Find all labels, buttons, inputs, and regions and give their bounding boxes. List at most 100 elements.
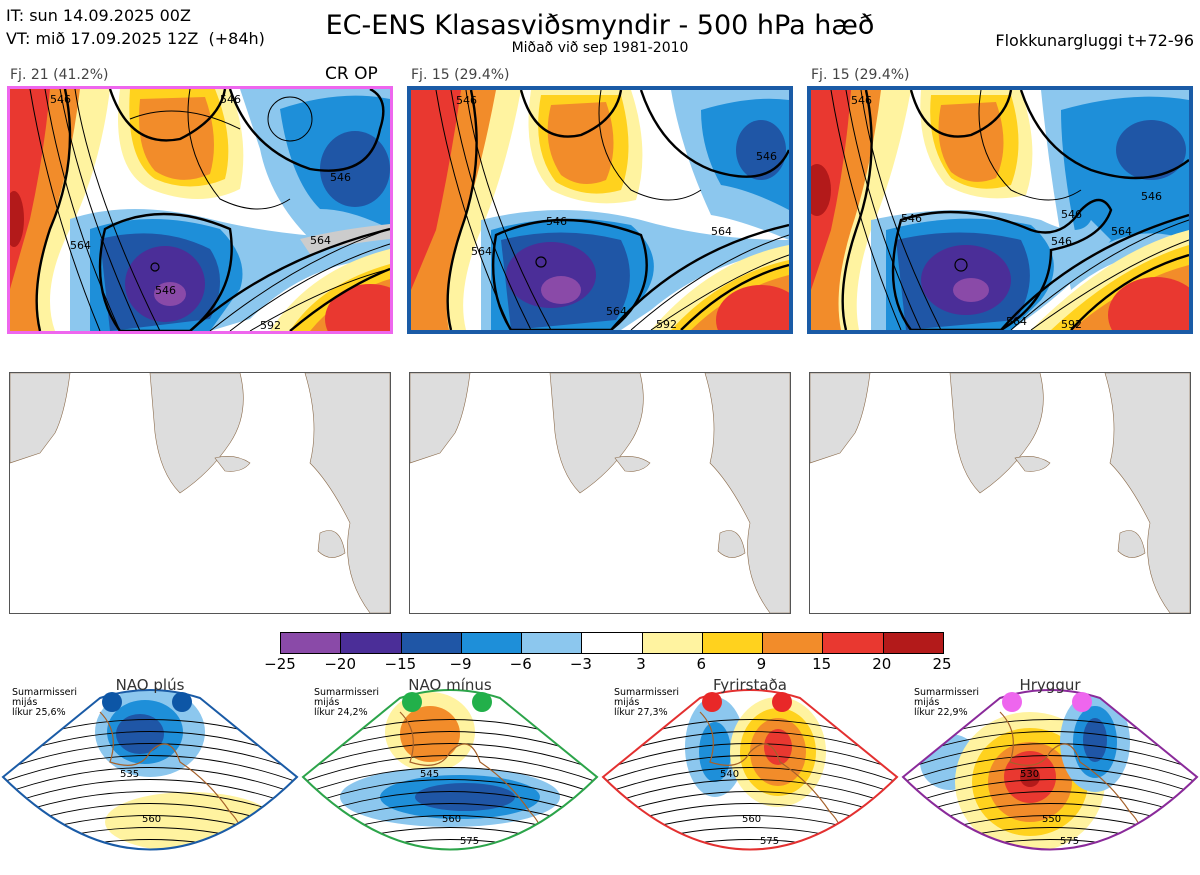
regime-note-line: Sumarmisseri bbox=[314, 687, 380, 698]
regime-contour-label: 560 bbox=[142, 814, 161, 825]
regime-note: Sumarmisseri mijás líkur 27,3% bbox=[614, 688, 679, 718]
colorbar-swatch bbox=[762, 633, 823, 653]
colorbar-tick-label: 20 bbox=[872, 655, 892, 673]
regime-name: NAO mínus bbox=[408, 676, 492, 694]
regime-contour-label: 575 bbox=[1060, 836, 1079, 847]
cluster-3-contour-label: 546 bbox=[1141, 190, 1162, 203]
regime-note-line: Sumarmisseri bbox=[614, 687, 680, 698]
regime-fan-map: 530 550 575 bbox=[901, 689, 1199, 851]
cluster-3-contour-label: 592 bbox=[1061, 318, 1082, 330]
colorbar-swatch bbox=[641, 633, 702, 653]
regime-contour-label: 560 bbox=[742, 814, 761, 825]
regime-contour-label: 535 bbox=[120, 769, 139, 780]
regime-note: Sumarmisseri mijás líkur 25,6% bbox=[12, 688, 77, 718]
regime-note-line: mijás bbox=[314, 697, 340, 708]
regime-note-line: líkur 24,2% bbox=[314, 707, 368, 718]
cluster-3-contour-label: 546 bbox=[1051, 235, 1072, 248]
cluster-1-contour-label: 546 bbox=[220, 93, 241, 106]
colorbar-tick-label: −20 bbox=[324, 655, 356, 673]
colorbar-swatch bbox=[281, 633, 341, 653]
cluster-2-contour-label: 592 bbox=[656, 318, 677, 330]
cluster-1-extra: CR OP bbox=[325, 64, 378, 84]
regime-fan-map: 535 560 bbox=[1, 689, 299, 851]
colorbar-swatch bbox=[340, 633, 401, 653]
colorbar-tick-label: 15 bbox=[812, 655, 832, 673]
cluster-2-contour-label: 546 bbox=[756, 150, 777, 163]
regime-fan-map: 545 560 575 bbox=[301, 689, 599, 851]
regime-note-line: mijás bbox=[12, 697, 38, 708]
regime-contour-label: 540 bbox=[720, 769, 739, 780]
cluster-map-2-graphic: 546 546 546 564 564 564 592 bbox=[411, 90, 789, 330]
colorbar-tick-label: −9 bbox=[449, 655, 472, 673]
cluster-3-contour-label: 546 bbox=[1061, 208, 1082, 221]
colorbar-tick-label: −15 bbox=[384, 655, 417, 673]
regime-dot-icon bbox=[1072, 692, 1092, 712]
colorbar bbox=[280, 632, 944, 654]
member-map-1[interactable] bbox=[9, 372, 391, 614]
regime-panel[interactable]: 540 560 575 Fyrirstaða Sumarmisseri mijás líku… bbox=[600, 672, 900, 871]
cluster-3-contour-label: 546 bbox=[901, 212, 922, 225]
colorbar-swatch bbox=[460, 633, 522, 653]
cluster-2-contour-label: 546 bbox=[456, 94, 477, 107]
cluster-2-contour-label: 546 bbox=[546, 215, 567, 228]
colorbar-swatch bbox=[822, 633, 883, 653]
header-dates: IT: sun 14.09.2025 00Z VT: mið 17.09.2025… bbox=[6, 4, 265, 50]
cluster-3-contour-label: 564 bbox=[1111, 225, 1132, 238]
land-outline-3 bbox=[810, 373, 1190, 613]
cluster-map-2[interactable]: 546 546 546 564 564 564 592 bbox=[407, 86, 793, 334]
regime-note-line: mijás bbox=[914, 697, 940, 708]
land-outline-2 bbox=[410, 373, 790, 613]
regime-note-line: líkur 22,9% bbox=[914, 707, 968, 718]
page-title: EC-ENS Klasasviðsmyndir - 500 hPa hæð bbox=[325, 10, 875, 41]
colorbar-tick-label: 25 bbox=[932, 655, 952, 673]
regime-dot-icon bbox=[1002, 692, 1022, 712]
colorbar-swatch bbox=[521, 633, 582, 653]
cluster-map-1[interactable]: 546 546 546 564 546 564 592 bbox=[7, 86, 393, 334]
regime-fan-map: 540 560 575 bbox=[601, 689, 899, 851]
cluster-1-contour-label: 564 bbox=[70, 239, 91, 252]
regime-panel[interactable]: 535 560 NAO plús Sumarmisseri mijás líkur 25,… bbox=[0, 672, 300, 871]
cluster-3-contour-label: 546 bbox=[851, 94, 872, 107]
regime-contour-label: 575 bbox=[460, 836, 479, 847]
page-subtitle: Miðað við sep 1981-2010 bbox=[511, 40, 689, 56]
colorbar-tick-label: −6 bbox=[509, 655, 532, 673]
regime-panel[interactable]: 530 550 575 Hryggur Sumarmisseri mijás líkur 2… bbox=[900, 672, 1200, 871]
cluster-1-contour-label: 564 bbox=[310, 234, 331, 247]
regime-name: Hryggur bbox=[1019, 676, 1081, 694]
regime-note: Sumarmisseri mijás líkur 22,9% bbox=[914, 688, 979, 718]
regime-contour-label: 545 bbox=[420, 769, 439, 780]
colorbar-swatch bbox=[400, 633, 461, 653]
member-map-2[interactable] bbox=[409, 372, 791, 614]
regime-dot-icon bbox=[772, 692, 792, 712]
regime-dot-icon bbox=[172, 692, 192, 712]
colorbar-tick-label: 9 bbox=[756, 655, 767, 673]
regime-contour-label: 530 bbox=[1020, 769, 1039, 780]
colorbar-swatch bbox=[701, 633, 763, 653]
colorbar-tick-label: 3 bbox=[636, 655, 646, 673]
regime-note: Sumarmisseri mijás líkur 24,2% bbox=[314, 688, 379, 718]
member-map-3[interactable] bbox=[809, 372, 1191, 614]
classification-window: Flokkunargluggi t+72-96 bbox=[995, 31, 1194, 50]
regime-dot-icon bbox=[702, 692, 722, 712]
regime-note-line: mijás bbox=[614, 697, 640, 708]
colorbar-swatch bbox=[882, 633, 943, 653]
regime-dot-icon bbox=[402, 692, 422, 712]
cluster-2-label: Fj. 15 (29.4%) bbox=[411, 67, 510, 83]
cluster-1-contour-label: 546 bbox=[50, 93, 71, 106]
cluster-1-contour-label: 546 bbox=[155, 284, 176, 297]
regime-note-line: líkur 25,6% bbox=[12, 707, 66, 718]
cluster-map-3[interactable]: 546 546 546 546 546 564 564 592 bbox=[807, 86, 1193, 334]
regime-contour-label: 560 bbox=[442, 814, 461, 825]
initial-time: IT: sun 14.09.2025 00Z bbox=[6, 6, 191, 25]
valid-time: VT: mið 17.09.2025 12Z (+84h) bbox=[6, 29, 265, 48]
cluster-map-3-graphic: 546 546 546 546 546 564 564 592 bbox=[811, 90, 1189, 330]
cluster-1-contour-label: 546 bbox=[330, 171, 351, 184]
regime-name: NAO plús bbox=[115, 676, 185, 694]
regime-dot-icon bbox=[102, 692, 122, 712]
cluster-3-label: Fj. 15 (29.4%) bbox=[811, 67, 910, 83]
cluster-2-contour-label: 564 bbox=[471, 245, 492, 258]
regime-contour-label: 550 bbox=[1042, 814, 1061, 825]
regime-panel[interactable]: 545 560 575 NAO mínus Sumarmisseri mijás líkur… bbox=[300, 672, 600, 871]
regime-note-line: Sumarmisseri bbox=[12, 687, 78, 698]
regime-note-line: Sumarmisseri bbox=[914, 687, 980, 698]
